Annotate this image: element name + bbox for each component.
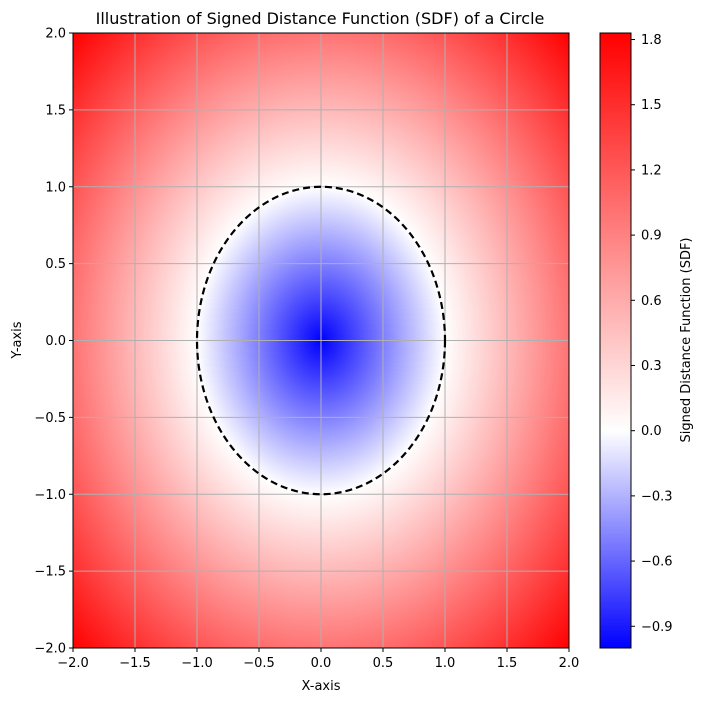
x-tick-label: 2.0 xyxy=(559,656,580,671)
colorbar-tick-label: 0.9 xyxy=(641,229,662,244)
y-tick-label: −2.0 xyxy=(34,642,66,657)
x-tick-label: −2.0 xyxy=(57,656,89,671)
colorbar-tick-label: 0.3 xyxy=(641,359,662,374)
colorbar-frame xyxy=(599,32,632,649)
x-tick-label: 0.0 xyxy=(311,656,332,671)
x-axis-label: X-axis xyxy=(302,679,341,694)
y-tick-label: −0.5 xyxy=(34,411,66,426)
y-tick-label: 0.5 xyxy=(45,257,66,272)
y-axis-label: Y-axis xyxy=(10,321,25,359)
x-tick-label: 1.0 xyxy=(435,656,456,671)
colorbar-label: Signed Distance Function (SDF) xyxy=(679,237,694,442)
y-tick-label: 1.5 xyxy=(45,103,66,118)
y-tick-label: −1.0 xyxy=(34,488,66,503)
y-tick-label: 0.0 xyxy=(45,334,66,349)
y-tick-label: −1.5 xyxy=(34,565,66,580)
x-tick-label: 1.5 xyxy=(497,656,518,671)
chart-title: Illustration of Signed Distance Function… xyxy=(96,9,545,28)
y-tick-label: 1.0 xyxy=(45,180,66,195)
colorbar-tick-label: 0.6 xyxy=(641,294,662,309)
colorbar-tick-label: 1.5 xyxy=(641,98,662,113)
y-tick-label: 2.0 xyxy=(45,27,66,42)
x-tick-label: 0.5 xyxy=(373,656,394,671)
zero-level-contour xyxy=(195,185,447,496)
x-tick-label: −0.5 xyxy=(243,656,275,671)
colorbar-tick-label: 1.8 xyxy=(641,33,662,48)
colorbar-tick-label: −0.6 xyxy=(641,555,673,570)
x-tick-label: −1.0 xyxy=(181,656,213,671)
colorbar-tick-label: −0.9 xyxy=(641,620,673,635)
colorbar-tick-label: 1.2 xyxy=(641,163,662,178)
colorbar-tick-label: −0.3 xyxy=(641,489,673,504)
colorbar-tick-label: 0.0 xyxy=(641,424,662,439)
colorbar-gradient xyxy=(600,33,631,648)
x-tick-label: −1.5 xyxy=(119,656,151,671)
colorbar-ticks: −0.9 −0.6 −0.3 0.0 0.3 0.6 0.9 1.2 1.5 1.8 xyxy=(631,33,673,635)
y-ticks: −2.0 −1.5 −1.0 −0.5 0.0 0.5 1.0 1.5 2.0 xyxy=(34,27,73,657)
x-ticks: −2.0 −1.5 −1.0 −0.5 0.0 0.5 1.0 1.5 2.0 xyxy=(57,648,579,671)
